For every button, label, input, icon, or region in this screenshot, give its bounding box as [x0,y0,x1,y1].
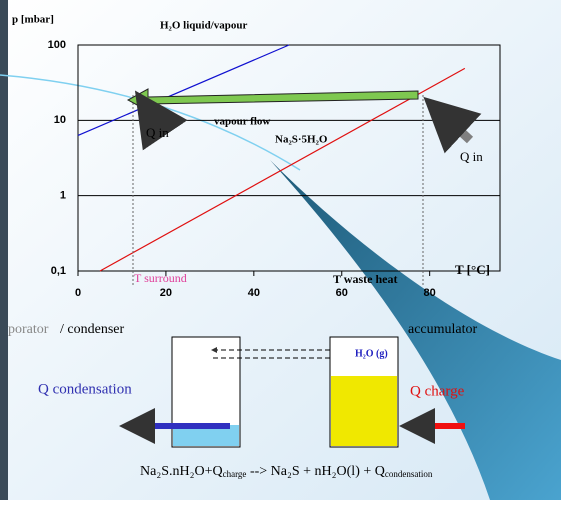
y-tick-label: 0,1 [51,265,66,277]
x-tick-label: 40 [248,287,260,299]
annotation: Q in [460,149,483,164]
series-label: Na₂S·5H₂O [275,134,328,146]
label: H₂O (g) [355,348,388,359]
eq-part: --> Na₂S + nH₂O(l) + Q [246,464,384,479]
series-line [77,44,290,137]
swoosh [270,160,561,500]
y-label: p [mbar] [12,14,54,26]
label: Q condensation [38,381,132,397]
x-tick-label: 20 [160,287,172,299]
q-in-arrow [134,90,188,151]
equation: Na₂S.nH₂O+Qcharge --> Na₂S + nH₂O(l) + Q… [140,464,433,479]
eq-sub: condensation [385,469,433,479]
x-tick-label: 80 [424,287,436,299]
x-label: T [°C] [455,262,490,277]
series-label: H₂O liquid/vapour [160,20,247,32]
condensate [173,425,239,446]
salt [331,376,397,446]
eq-sub: charge [223,469,247,479]
q-in-arrow [423,96,482,154]
annotation: T waste heat [333,272,397,286]
left-strip [0,0,8,500]
label: porator [8,322,49,337]
series-line [99,67,466,272]
y-tick-label: 10 [54,114,66,126]
eq-part: Na₂S.nH₂O+Q [140,464,223,479]
label: / condenser [60,322,124,337]
label: accumulator [408,322,478,337]
label: Q charge [410,383,465,399]
x-tick-label: 0 [75,287,81,299]
x-tick-label: 60 [336,287,348,299]
y-tick-label: 1 [60,190,66,202]
y-tick-label: 100 [48,39,66,51]
annotation: vapour flow [214,116,270,128]
annotation: T surround [134,271,187,285]
annotation: Q in [146,125,169,140]
